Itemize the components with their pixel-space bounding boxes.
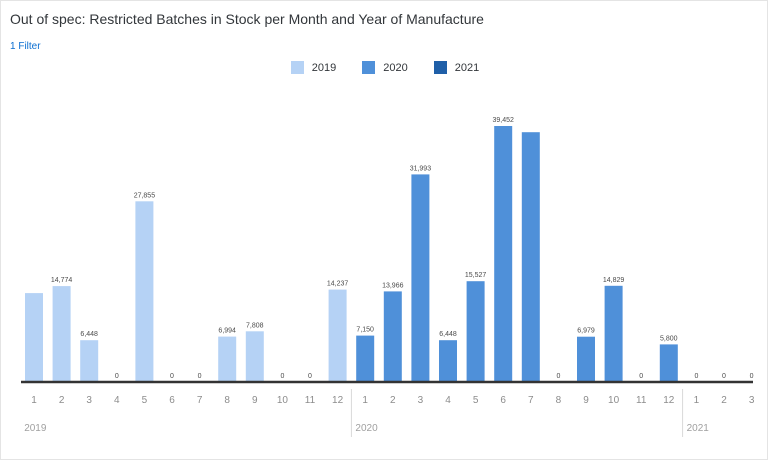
bar-2020-1[interactable]	[356, 335, 375, 382]
data-label-2019-3: 6,448	[80, 331, 98, 338]
data-label-2019-5: 27,855	[134, 192, 156, 199]
data-label-2020-2: 13,966	[382, 282, 404, 289]
x-tick-2020-3: 3	[418, 395, 424, 406]
x-tick-2019-2: 2	[59, 395, 65, 406]
bar-2020-12[interactable]	[659, 344, 678, 382]
x-tick-2019-11: 11	[305, 395, 316, 406]
bar-2019-2[interactable]	[52, 286, 71, 382]
x-tick-2020-11: 11	[636, 395, 647, 406]
bar-2019-8[interactable]	[218, 336, 237, 382]
data-label-2019-12: 14,237	[327, 281, 349, 288]
x-tick-2020-9: 9	[583, 395, 589, 406]
x-tick-2021-1: 1	[694, 395, 700, 406]
bar-2020-5[interactable]	[466, 281, 485, 382]
data-label-2020-3: 31,993	[410, 165, 432, 172]
bar-2019-5[interactable]	[135, 201, 154, 382]
year-label-2021: 2021	[687, 423, 710, 434]
x-tick-2019-12: 12	[332, 395, 344, 406]
data-label-2020-5: 15,527	[465, 272, 487, 279]
legend-item-2020[interactable]: 2020	[362, 61, 408, 74]
x-tick-2020-10: 10	[608, 395, 620, 406]
data-label-2020-12: 5,800	[660, 335, 678, 342]
x-tick-2019-6: 6	[169, 395, 175, 406]
x-tick-2020-5: 5	[473, 395, 479, 406]
legend-item-2019[interactable]: 2019	[290, 61, 337, 74]
x-tick-2019-8: 8	[224, 395, 230, 406]
bar-2020-7[interactable]	[521, 132, 540, 382]
data-label-2019-4: 0	[115, 373, 119, 380]
x-tick-2020-1: 1	[362, 395, 368, 406]
bar-2020-6[interactable]	[494, 126, 513, 382]
data-label-2020-10: 14,829	[603, 277, 625, 284]
data-label-2019-7: 0	[198, 373, 202, 380]
legend-label-2020: 2020	[383, 61, 408, 74]
data-label-2020-11: 0	[639, 373, 643, 380]
data-label-2020-9: 6,979	[577, 328, 595, 335]
data-label-2019-2: 14,774	[51, 277, 73, 284]
data-label-2021-3: 0	[750, 373, 754, 380]
legend-swatch-2019	[290, 61, 304, 74]
x-tick-2019-10: 10	[277, 395, 289, 406]
x-tick-2019-3: 3	[86, 395, 92, 406]
filter-link[interactable]: 1 Filter	[10, 41, 41, 52]
bar-2019-3[interactable]	[80, 340, 99, 382]
bar-2019-12[interactable]	[328, 289, 347, 382]
legend-item-2021[interactable]: 2021	[433, 61, 480, 74]
legend-label-2019: 2019	[311, 61, 337, 74]
data-label-2020-6: 39,452	[492, 117, 514, 124]
legend-label-2021: 2021	[454, 61, 480, 74]
bar-2020-9[interactable]	[577, 336, 595, 382]
year-label-2019: 2019	[24, 423, 47, 434]
legend-swatch-2021	[433, 61, 447, 74]
data-label-2019-11: 0	[308, 373, 312, 380]
legend: 2019 2020 2021	[1, 61, 769, 74]
x-tick-2019-1: 1	[31, 395, 37, 406]
x-tick-2019-9: 9	[252, 395, 258, 406]
bar-2020-2[interactable]	[383, 291, 402, 382]
bar-2020-3[interactable]	[411, 174, 430, 382]
bar-2020-10[interactable]	[604, 285, 623, 382]
data-label-2020-4: 6,448	[439, 331, 457, 338]
data-label-2020-8: 0	[556, 373, 560, 380]
data-label-2019-6: 0	[170, 373, 174, 380]
bar-2019-9[interactable]	[245, 331, 264, 382]
x-tick-2019-5: 5	[142, 395, 148, 406]
bar-2019-1[interactable]	[25, 293, 43, 382]
data-label-2021-2: 0	[722, 373, 726, 380]
data-label-2019-8: 6,994	[218, 328, 236, 335]
x-tick-2020-12: 12	[663, 395, 675, 406]
x-tick-2020-2: 2	[390, 395, 396, 406]
x-tick-2020-4: 4	[445, 395, 451, 406]
x-tick-2019-4: 4	[114, 395, 120, 406]
legend-swatch-2020	[362, 61, 376, 74]
x-tick-2021-3: 3	[749, 395, 755, 406]
chart-title: Out of spec: Restricted Batches in Stock…	[10, 11, 484, 27]
data-label-2019-10: 0	[280, 373, 284, 380]
data-label-2020-1: 7,150	[356, 327, 374, 334]
year-label-2020: 2020	[355, 423, 378, 434]
bar-2020-4[interactable]	[439, 340, 457, 382]
x-tick-2020-6: 6	[500, 395, 506, 406]
data-label-2021-1: 0	[694, 373, 698, 380]
data-label-2019-9: 7,808	[246, 322, 264, 329]
x-tick-2019-7: 7	[197, 395, 203, 406]
x-tick-2020-8: 8	[556, 395, 562, 406]
x-tick-2021-2: 2	[721, 395, 727, 406]
x-tick-2020-7: 7	[528, 395, 534, 406]
